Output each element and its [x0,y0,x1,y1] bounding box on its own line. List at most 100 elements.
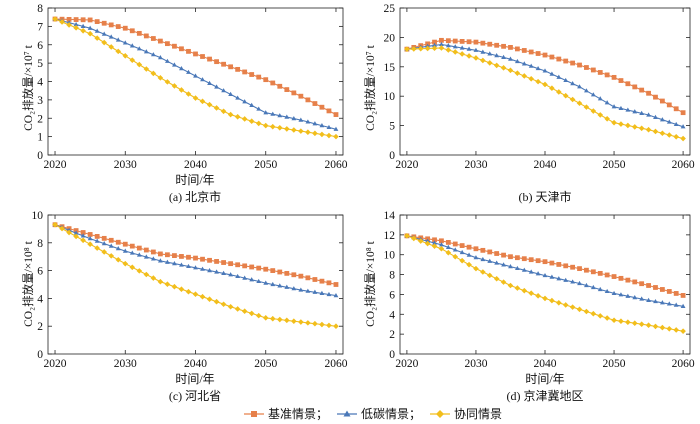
x-tick-label: 2030 [114,358,137,370]
data-point [631,320,638,327]
data-point [214,259,219,264]
data-point [129,264,136,271]
data-point [319,131,325,138]
data-point [122,241,128,247]
data-point [276,125,283,131]
data-point [563,277,569,282]
data-point [101,235,107,241]
data-point [514,58,520,64]
data-point [493,275,500,282]
data-point [466,46,472,51]
data-point [122,52,129,59]
data-point [473,246,479,252]
data-point [270,80,276,86]
data-point [298,319,304,325]
y-tick-label: 1 [37,132,43,144]
data-point [521,48,527,53]
data-point [638,125,645,132]
data-point [200,266,205,271]
y-tick-label: 8 [37,238,43,250]
data-point [122,25,128,31]
data-point [277,83,283,89]
data-point [326,124,332,130]
data-point [305,129,311,136]
data-point [625,319,631,326]
data-point [438,245,445,252]
data-point [590,108,597,114]
data-point [305,288,311,293]
data-point [480,247,486,253]
data-point [432,240,437,245]
x-tick-label: 2060 [672,159,695,171]
data-point [214,84,219,89]
data-point [542,272,548,278]
data-point [291,127,297,133]
data-point [326,322,332,329]
data-point [645,126,652,133]
data-point [514,46,520,52]
data-point [459,38,465,44]
data-point [73,233,79,240]
data-point [115,24,121,29]
data-point [666,289,672,294]
data-point [150,249,156,255]
data-point [179,46,184,52]
data-point [577,266,582,272]
data-point [143,271,150,278]
data-point [235,66,241,72]
data-point [129,43,135,48]
data-point [625,293,631,298]
data-point [136,61,143,68]
y-tick-label: 4 [37,77,43,89]
data-point [115,256,122,263]
y-tick-label: 6 [37,266,43,278]
data-point [514,285,521,291]
data-point [101,249,107,255]
data-point [466,261,472,268]
data-point [528,49,534,55]
data-point [326,132,332,139]
x-tick-label: 2050 [603,358,626,370]
x-tick-label: 2020 [395,358,418,370]
series-synergy [404,233,686,334]
data-point [262,315,269,321]
data-point [487,41,493,47]
y-tick-label: 4 [37,293,43,305]
data-point [256,278,262,284]
data-point [270,111,276,116]
data-point [172,43,177,49]
data-point [556,56,562,62]
data-point [501,262,506,267]
data-point [439,238,444,244]
data-point [645,322,652,329]
y-tick-label: 0 [389,150,395,162]
data-point [486,60,493,66]
data-point [333,282,339,287]
data-point [618,121,624,127]
data-point [611,104,617,109]
data-point [326,291,332,297]
legend-marker-baseline [251,411,257,417]
data-point [439,37,444,43]
data-point [659,324,666,331]
series-low-carbon [404,41,686,129]
data-point [186,263,191,269]
data-point [150,36,156,41]
data-point [673,327,679,333]
data-point [235,262,241,268]
data-point [249,277,255,282]
x-tick-label: 2020 [395,159,418,171]
data-point [108,34,114,39]
data-point [494,251,500,256]
data-point [646,297,651,302]
x-tick-label: 2030 [464,358,487,370]
data-point [466,39,472,45]
data-point [639,87,645,93]
data-point [150,70,157,77]
data-point [432,42,437,47]
data-point [556,262,562,267]
data-point [143,247,149,253]
data-point [94,245,100,251]
data-point [466,53,472,59]
data-point [611,74,617,80]
